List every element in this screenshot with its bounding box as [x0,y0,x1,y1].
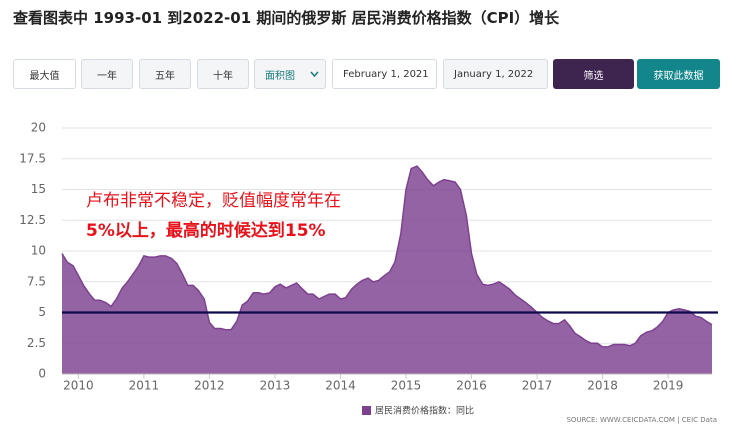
dropdown-icon [310,71,319,77]
y-tick-label: 20 [31,121,46,135]
y-tick-label: 10 [31,244,46,258]
filter-button[interactable]: 筛选 [553,59,634,89]
select-value: 面积图 [265,70,295,82]
date-from[interactable]: February 1, 2021 [332,59,437,89]
y-tick-label: 12.5 [19,213,46,227]
x-tick-label: 2019 [653,379,684,393]
x-tick-label: 2013 [260,379,291,393]
range-button[interactable]: 十年 [197,59,249,89]
area-line [61,165,713,348]
y-tick-label: 15 [31,182,46,196]
annotation: 卢布非常不稳定，贬值幅度常年在 [86,191,341,211]
legend-swatch [362,406,371,415]
y-tick-label: 0 [38,367,46,381]
y-tick-label: 5 [38,305,46,319]
range-button[interactable]: 五年 [139,59,191,89]
chart-type-select[interactable]: 面积图 [254,59,326,89]
x-tick-label: 2017 [522,379,553,393]
range-button[interactable]: 最大值 [13,59,76,89]
legend-label: 居民消费价格指数：同比 [375,405,474,417]
y-tick-label: 2.5 [27,336,46,350]
x-tick-label: 2015 [391,379,422,393]
source: SOURCE: WWW.CEICDATA.COM | CEIC Data [566,416,717,424]
x-tick-label: 2010 [63,379,94,393]
x-tick-label: 2018 [587,379,618,393]
y-tick-label: 7.5 [27,274,46,288]
x-tick-label: 2011 [129,379,160,393]
get-data-button[interactable]: 获取此数据 [637,59,720,89]
x-tick-label: 2014 [325,379,356,393]
x-tick-label: 2012 [194,379,225,393]
range-button[interactable]: 一年 [81,59,133,89]
x-tick-label: 2016 [456,379,487,393]
annotation: 5%以上，最高的时候达到15% [86,220,326,241]
page-title: 查看图表中 1993-01 到2022-01 期间的俄罗斯 居民消费价格指数（C… [13,9,560,27]
y-tick-label: 17.5 [19,151,46,165]
date-to[interactable]: January 1, 2022 [443,59,548,89]
